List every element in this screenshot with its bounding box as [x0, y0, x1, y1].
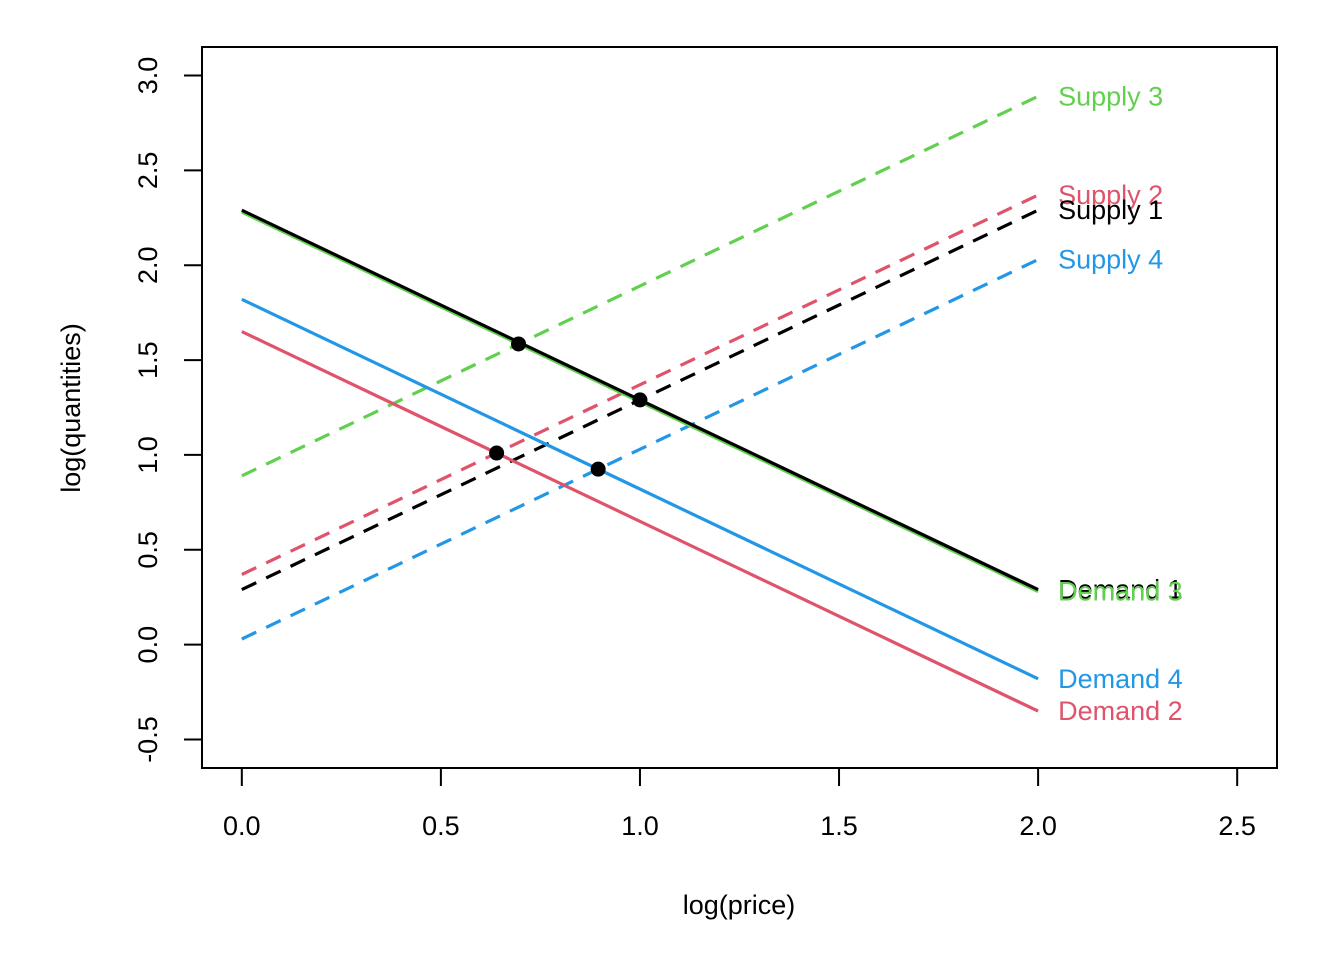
equilibrium-point [590, 461, 606, 477]
x-axis: 0.0 0.5 1.0 1.5 2.0 2.5 [223, 767, 1256, 841]
series-label-supply-3: Supply 3 [1058, 81, 1163, 111]
x-tick-label: 1.0 [621, 811, 659, 841]
x-tick-label: 2.0 [1019, 811, 1057, 841]
y-tick-label: 2.5 [133, 152, 163, 190]
y-axis-title: log(quantities) [56, 323, 86, 493]
x-tick-label: 2.5 [1218, 811, 1256, 841]
y-tick-label: 1.5 [133, 341, 163, 379]
y-tick-label: 0.5 [133, 531, 163, 569]
x-tick-label: 0.5 [422, 811, 460, 841]
y-tick-label: -0.5 [133, 716, 163, 763]
series-label-demand-1: Demand 1 [1058, 575, 1183, 605]
x-axis-title: log(price) [683, 890, 796, 920]
series-line-supply-4 [241, 258, 1039, 641]
y-axis: -0.5 0.0 0.5 1.0 1.5 2.0 2.5 3.0 [133, 57, 203, 763]
equilibrium-point [632, 392, 648, 408]
series-label-demand-3: Demand 3 [1058, 577, 1183, 607]
series-label-demand-2: Demand 2 [1058, 696, 1183, 726]
series-label-supply-1: Supply 1 [1058, 195, 1163, 225]
series-line-demand-2 [241, 330, 1039, 713]
series-label-supply-4: Supply 4 [1058, 245, 1163, 275]
x-tick-label: 0.0 [223, 811, 261, 841]
series-line-supply-2 [241, 193, 1039, 576]
series-label-demand-4: Demand 4 [1058, 664, 1183, 694]
y-tick-label: 3.0 [133, 57, 163, 95]
y-tick-label: 0.0 [133, 626, 163, 664]
y-tick-label: 2.0 [133, 246, 163, 284]
series-line-demand-4 [241, 297, 1039, 681]
series-label-supply-2: Supply 2 [1058, 180, 1163, 210]
equilibrium-point [489, 445, 505, 461]
x-tick-label: 1.5 [820, 811, 858, 841]
series-line-supply-3 [241, 94, 1039, 478]
equilibrium-point [511, 336, 527, 352]
equilibrium-points [489, 336, 648, 477]
y-tick-label: 1.0 [133, 436, 163, 474]
plot-frame [201, 46, 1278, 769]
